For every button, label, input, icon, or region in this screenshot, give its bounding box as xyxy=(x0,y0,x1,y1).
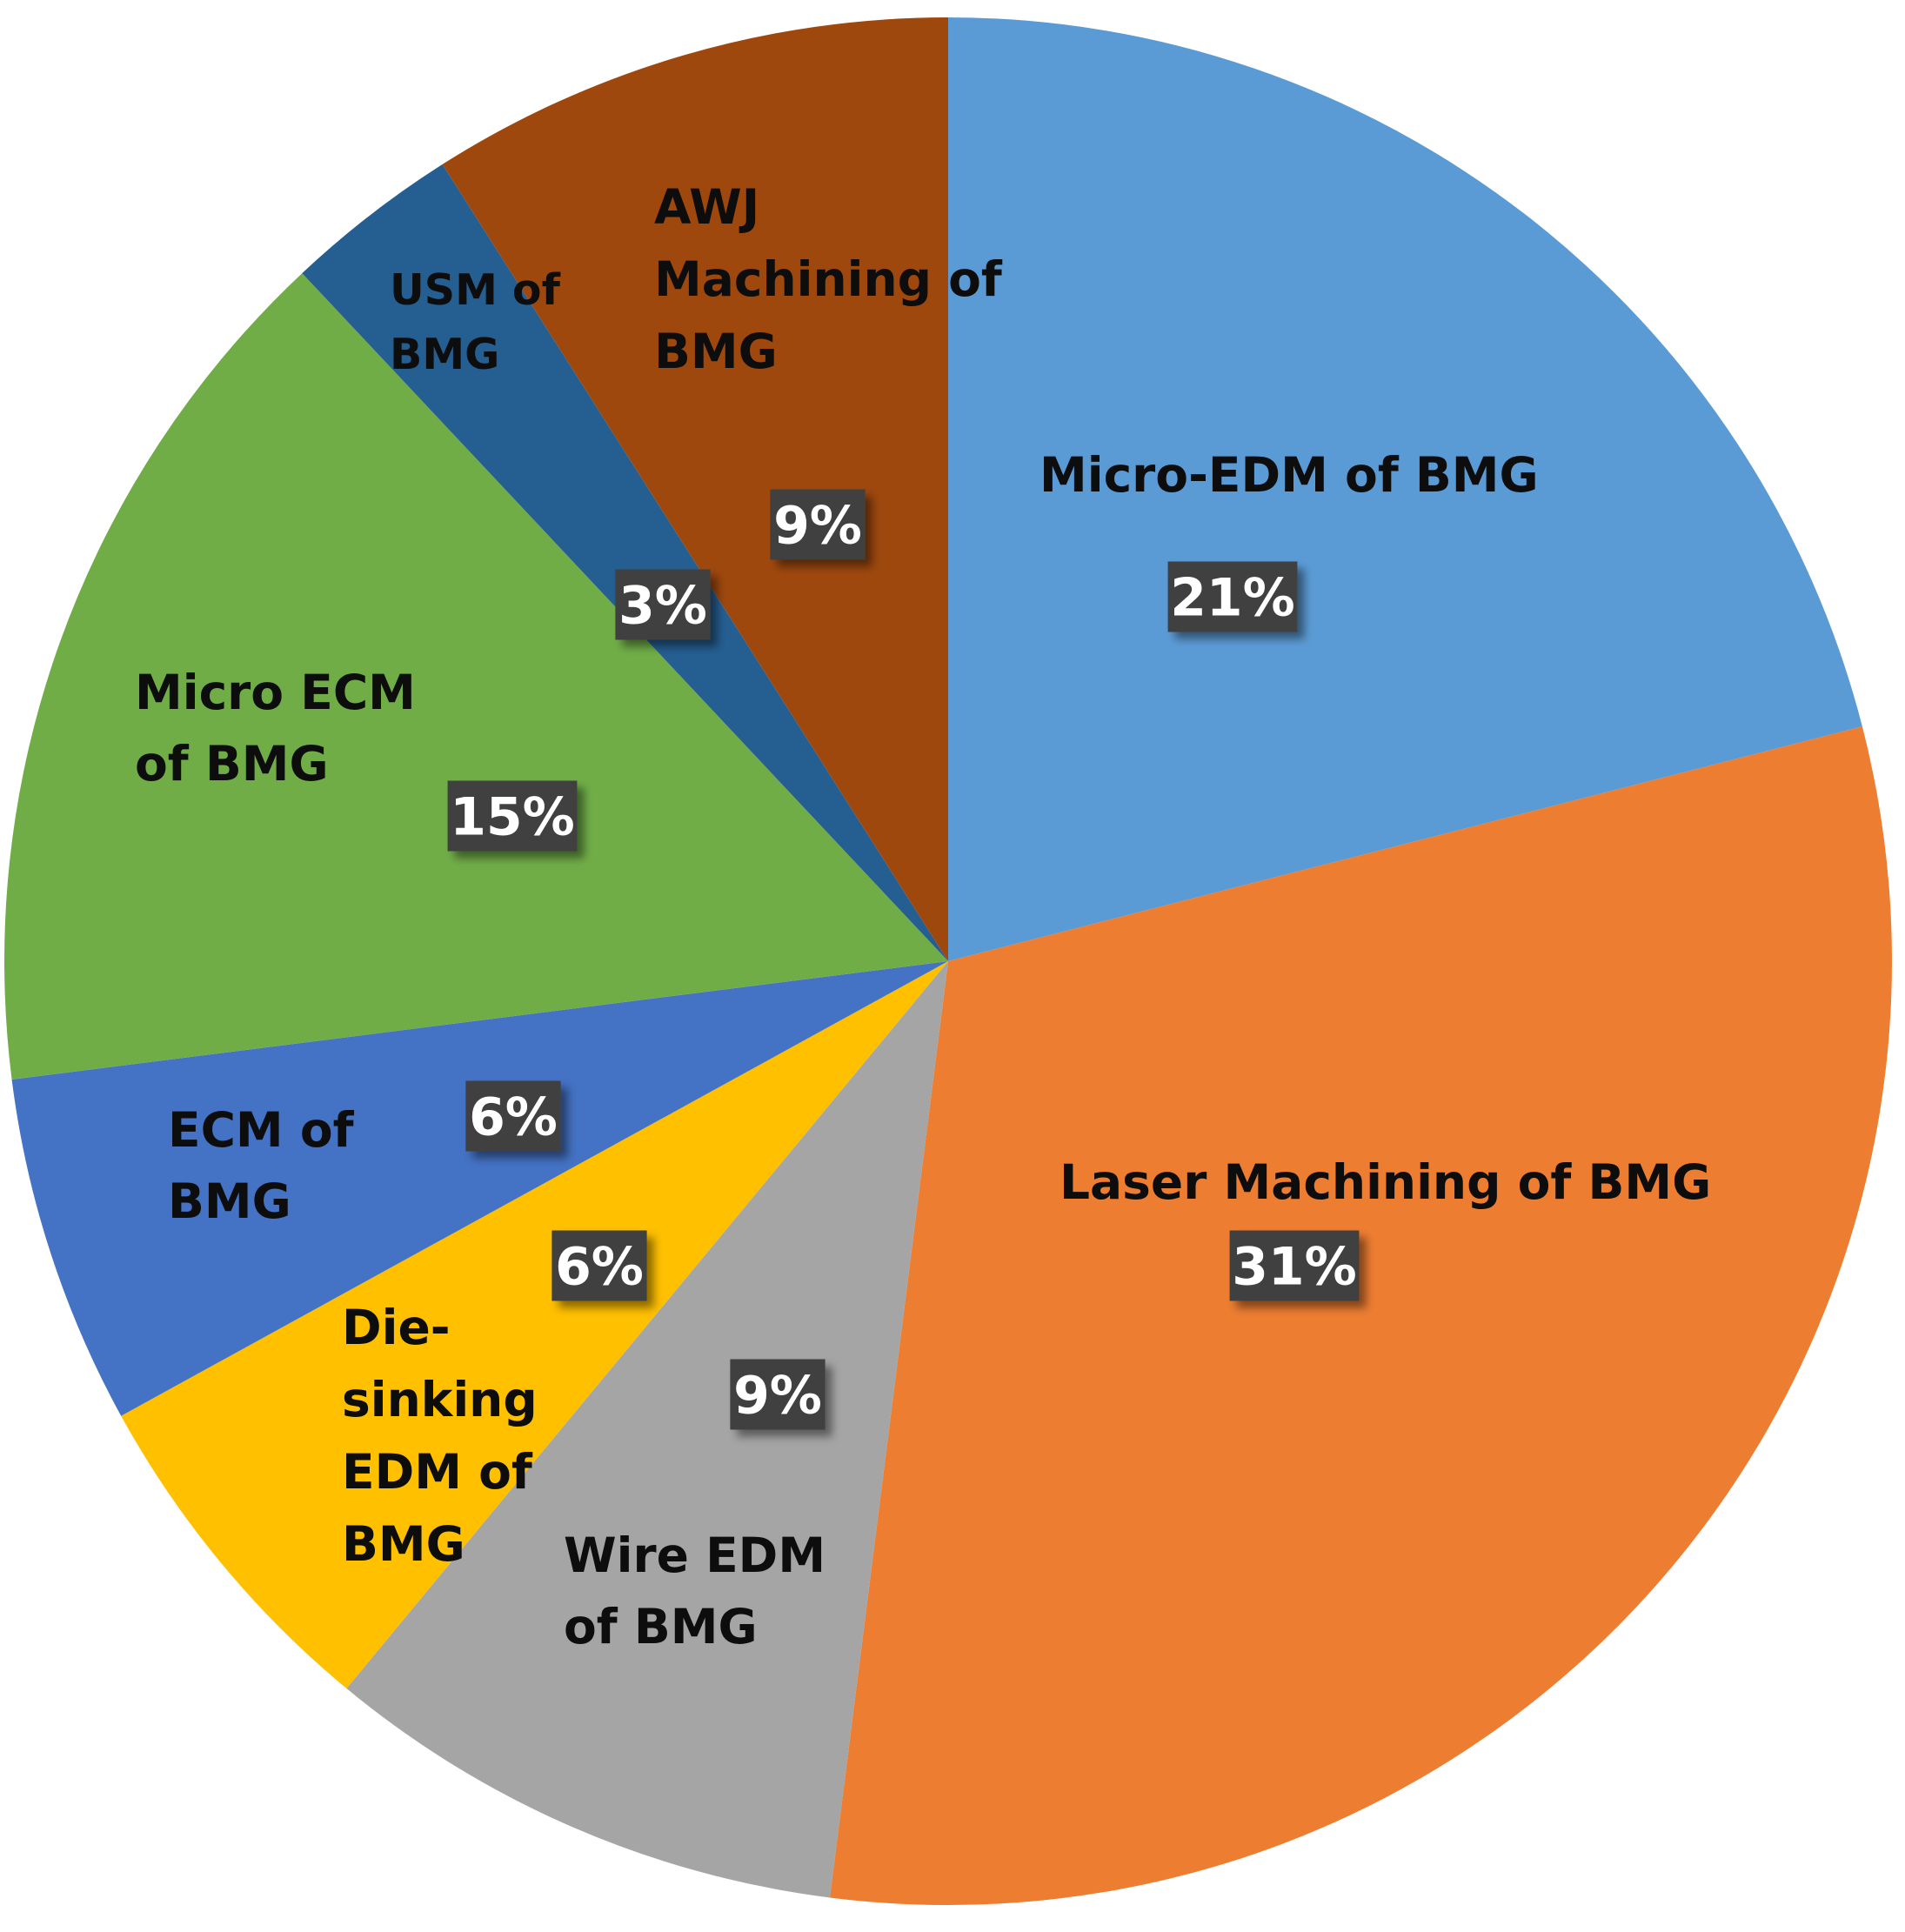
slice-category-label: Laser Machining of BMG xyxy=(1059,1154,1711,1210)
slices-layer xyxy=(4,17,1892,1905)
percent-label: 9% xyxy=(773,496,862,557)
slice-category-label: ECM of BMG xyxy=(168,1102,355,1229)
pie-slice xyxy=(830,726,1892,1905)
slice-category-label: USM of BMG xyxy=(390,265,561,379)
percent-badge: 15% xyxy=(447,780,578,852)
pie-slice xyxy=(121,961,948,1689)
percent-badge: 9% xyxy=(770,489,866,560)
pie-slice xyxy=(346,961,948,1898)
percent-label: 6% xyxy=(469,1087,558,1148)
percent-badge: 6% xyxy=(551,1230,647,1301)
percent-label: 31% xyxy=(1232,1237,1357,1298)
percent-badge-bg xyxy=(770,489,866,560)
percent-badge-bg xyxy=(551,1230,647,1301)
percent-badge: 3% xyxy=(615,569,711,640)
slice-category-label: Micro-EDM of BMG xyxy=(1039,447,1539,503)
percent-badge-bg xyxy=(615,569,711,640)
pie-slice xyxy=(4,273,949,1080)
slice-category-label: Micro ECM of BMG xyxy=(135,665,416,792)
percent-badge: 21% xyxy=(1167,561,1298,632)
percent-badge: 9% xyxy=(730,1359,826,1430)
percent-label: 9% xyxy=(733,1366,822,1427)
percent-label: 15% xyxy=(450,787,575,848)
percent-label: 21% xyxy=(1170,568,1295,629)
percent-badge-bg xyxy=(1167,561,1298,632)
slice-category-label: Die-sinking EDM of BMG xyxy=(342,1300,538,1572)
pie-slice xyxy=(442,17,948,961)
percent-badge-bg xyxy=(730,1359,826,1430)
percent-badge: 31% xyxy=(1229,1230,1360,1301)
percent-badge-bg xyxy=(447,780,578,852)
percent-label: 6% xyxy=(555,1237,644,1298)
percent-badge-bg xyxy=(465,1080,561,1152)
percent-badge: 6% xyxy=(465,1080,561,1152)
percent-label: 3% xyxy=(618,576,707,637)
pie-slice xyxy=(948,17,1862,961)
percent-badge-bg xyxy=(1229,1230,1360,1301)
pie-slice xyxy=(302,164,948,961)
slice-category-label: AWJ Machining of BMG xyxy=(654,179,1003,379)
labels-layer: Micro-EDM of BMG 21% Laser Machining of BM… xyxy=(135,179,1711,1655)
pie-slice xyxy=(11,961,948,1416)
slice-category-label: Wire EDM of BMG xyxy=(564,1528,826,1655)
